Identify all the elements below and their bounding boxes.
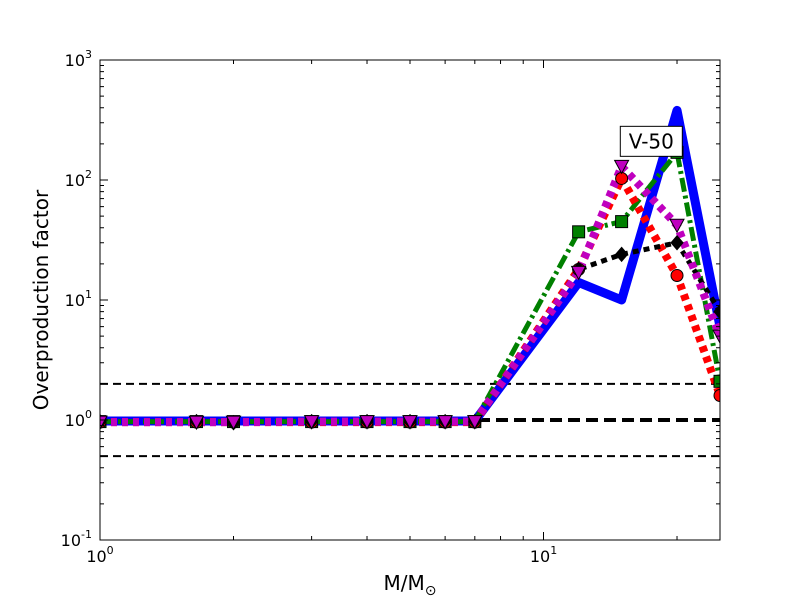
x-axis-label: M/M⊙ bbox=[384, 571, 437, 599]
series-3-point-10 bbox=[670, 234, 684, 251]
x-axis-label-main: M/M bbox=[384, 571, 425, 595]
series-4-point-2 bbox=[225, 415, 242, 431]
y-tick-label-0: 10-1 bbox=[61, 528, 92, 550]
series-3-point-9 bbox=[614, 246, 629, 263]
x-tick-label-1: 101 bbox=[530, 544, 557, 566]
series-4-point-3 bbox=[303, 415, 320, 430]
y-tick-label-4: 103 bbox=[65, 48, 92, 70]
y-tick-label-2: 101 bbox=[65, 288, 92, 310]
series-1-point-8 bbox=[572, 225, 586, 239]
annotation-frame bbox=[619, 125, 683, 157]
y-tick-label-1: 100 bbox=[65, 408, 92, 430]
series-4-point-4 bbox=[359, 415, 375, 430]
series-4-point-1 bbox=[188, 415, 205, 431]
series-2-point-10 bbox=[670, 269, 684, 283]
x-axis-label-sub: ⊙ bbox=[425, 583, 437, 599]
y-tick-label-3: 102 bbox=[65, 168, 92, 190]
series-4-point-7 bbox=[466, 415, 483, 430]
series-4-point-10 bbox=[669, 218, 685, 234]
series-1-point-9 bbox=[615, 215, 629, 229]
annotation-box: V-50 bbox=[619, 125, 683, 157]
annotation-label: V-50 bbox=[629, 129, 674, 153]
series-line-4 bbox=[100, 162, 720, 427]
marker-layer bbox=[100, 145, 720, 431]
x-tick-label-0: 100 bbox=[86, 544, 113, 566]
series-4-point-5 bbox=[402, 415, 418, 430]
series-4-point-8 bbox=[570, 265, 587, 281]
y-axis-label: Overproduction factor bbox=[29, 189, 53, 410]
series-1-point-11 bbox=[713, 374, 720, 388]
series-2-point-11 bbox=[713, 389, 720, 403]
series-4-point-6 bbox=[437, 415, 453, 430]
series-4-point-9 bbox=[613, 159, 630, 175]
